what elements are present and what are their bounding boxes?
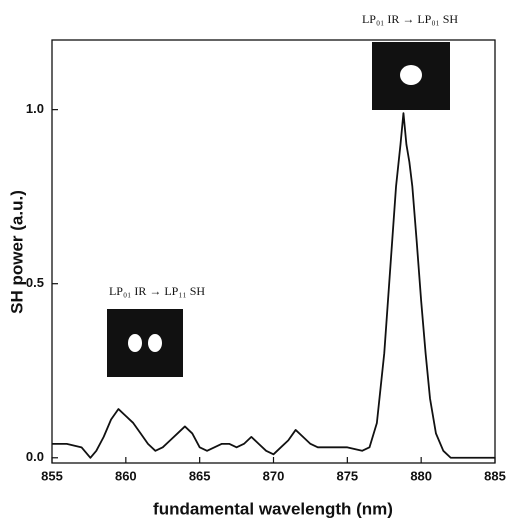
- x-axis-label: fundamental wavelength (nm): [153, 499, 393, 518]
- annotation: LP₀₁ IR → LP₁₁ SH: [109, 284, 205, 298]
- y-tick-label: 0.5: [26, 275, 44, 290]
- x-tick-label: 865: [189, 468, 211, 483]
- y-tick-label: 1.0: [26, 101, 44, 116]
- x-tick-label: 870: [263, 468, 285, 483]
- x-tick-label: 880: [410, 468, 432, 483]
- x-tick-label: 855: [41, 468, 63, 483]
- x-tick-label: 885: [484, 468, 506, 483]
- annotation: LP₀₁ IR → LP₀₁ SH: [362, 12, 458, 26]
- data-line: [52, 112, 495, 459]
- mode-image: [107, 309, 183, 377]
- mode-spot: [400, 65, 422, 85]
- y-tick-label: 0.0: [26, 449, 44, 464]
- x-tick-label: 860: [115, 468, 137, 483]
- x-tick-label: 875: [336, 468, 358, 483]
- mode-spot: [148, 334, 162, 352]
- y-axis-label: SH power (a.u.): [7, 190, 26, 314]
- mode-spot: [128, 334, 142, 352]
